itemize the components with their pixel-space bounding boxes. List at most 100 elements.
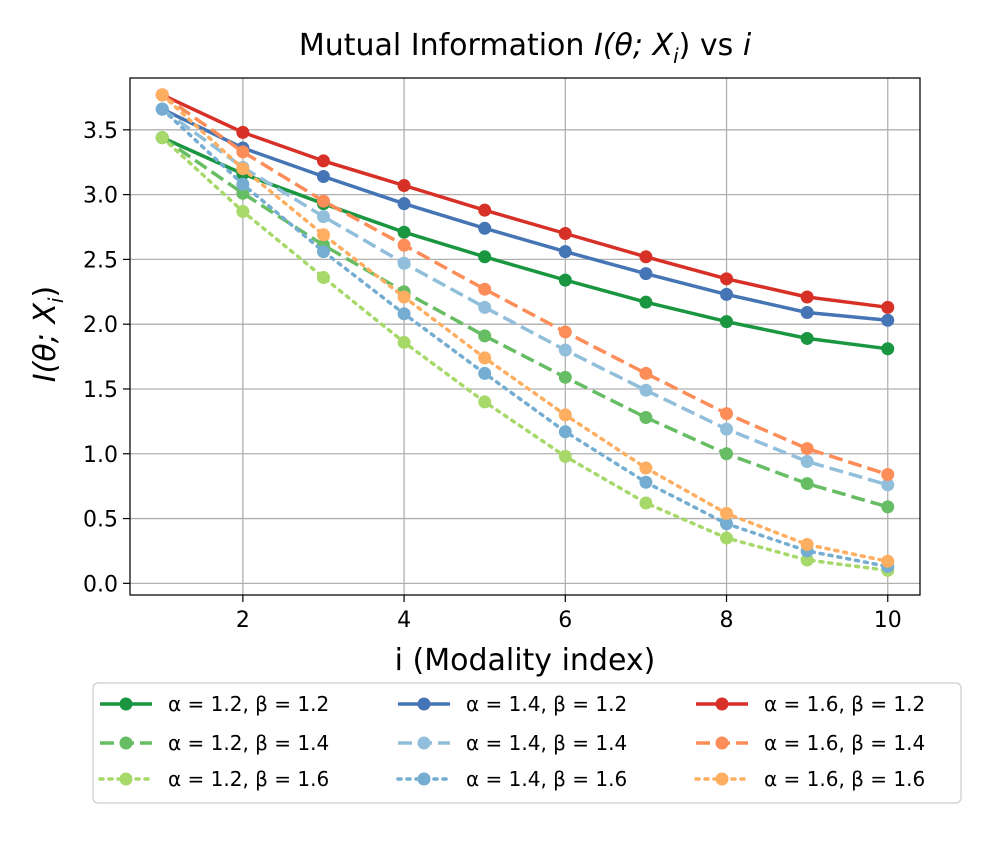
data-point [800,455,814,469]
data-point [558,343,572,357]
x-tick-label: 2 [236,608,250,633]
data-point [639,267,653,281]
data-point [558,370,572,384]
data-point [800,477,814,491]
data-point [800,290,814,304]
data-point [639,496,653,510]
x-axis-title: i (Modality index) [395,643,656,678]
data-point [558,325,572,339]
data-point [397,238,411,252]
y-tick-label: 0.0 [83,572,118,597]
series-line [160,93,890,564]
legend-item: α = 1.2, β = 1.4 [100,731,329,755]
series-3 [155,131,895,577]
data-point [639,475,653,489]
legend-swatch-marker [119,772,133,786]
legend-swatch-marker [119,697,133,711]
data-point [720,447,734,461]
data-point [236,186,250,200]
data-point [155,131,169,145]
data-point [236,204,250,218]
data-point [558,226,572,240]
x-tick-label: 8 [720,608,734,633]
data-point [236,162,250,176]
y-tick-label: 0.5 [83,508,118,533]
data-point [639,250,653,264]
data-point [478,250,492,264]
data-point [881,500,895,514]
data-point [397,307,411,321]
data-point [800,331,814,345]
series-9 [155,88,895,568]
data-point [639,295,653,309]
y-tick-label: 1.0 [83,443,118,468]
legend-label: α = 1.6, β = 1.2 [764,692,925,716]
y-tick-label: 2.5 [83,248,118,273]
data-point [639,461,653,475]
legend-item: α = 1.2, β = 1.2 [100,692,329,716]
data-point [397,335,411,349]
legend-label: α = 1.2, β = 1.2 [168,692,329,716]
data-point [478,221,492,235]
data-point [720,531,734,545]
data-point [720,315,734,329]
data-point [155,88,169,102]
legend-swatch-marker [119,736,133,750]
legend-label: α = 1.2, β = 1.4 [168,731,329,755]
legend-label: α = 1.4, β = 1.4 [466,731,627,755]
y-axis-title: I(θ; Xi) [28,286,68,382]
x-tick-label: 4 [397,608,411,633]
legend-swatch-marker [417,736,431,750]
legend-item: α = 1.2, β = 1.6 [98,767,329,791]
data-point [881,554,895,568]
data-point [720,287,734,301]
data-point [720,272,734,286]
data-point [881,478,895,492]
legend-item: α = 1.6, β = 1.4 [696,731,925,755]
data-point [639,410,653,424]
data-point [800,553,814,567]
series-line [160,135,890,573]
series-7 [155,88,895,314]
series-line [161,136,889,351]
data-point [881,300,895,314]
data-point [881,342,895,356]
data-point [558,273,572,287]
legend-item: α = 1.6, β = 1.2 [696,692,925,716]
data-point [720,506,734,520]
data-point [639,383,653,397]
legend-label: α = 1.2, β = 1.6 [168,767,329,791]
legend-item: α = 1.4, β = 1.4 [398,731,627,755]
data-point [881,467,895,481]
legend-swatch-marker [715,772,729,786]
series-line [161,107,888,323]
data-point [881,313,895,327]
data-point [478,282,492,296]
data-point [316,210,330,224]
data-point [236,125,250,139]
grid [130,78,920,595]
y-tick-label: 3.0 [83,184,118,209]
data-point [558,425,572,439]
data-point [397,225,411,239]
data-point [558,449,572,463]
chart-title: Mutual Information I(θ; Xi) vs i [299,28,752,68]
data-point [639,366,653,380]
data-point [558,245,572,259]
legend-item: α = 1.6, β = 1.6 [694,767,925,791]
series-line [161,107,889,487]
data-point [316,245,330,259]
data-point [800,442,814,456]
series-line [160,107,890,569]
data-point [800,537,814,551]
legend-item: α = 1.4, β = 1.6 [396,767,627,791]
series-line [161,93,889,477]
plot-series [155,88,895,577]
y-tick-label: 2.0 [83,313,118,338]
data-point [720,517,734,531]
legend-label: α = 1.6, β = 1.6 [764,767,925,791]
data-point [316,154,330,168]
data-point [316,194,330,208]
